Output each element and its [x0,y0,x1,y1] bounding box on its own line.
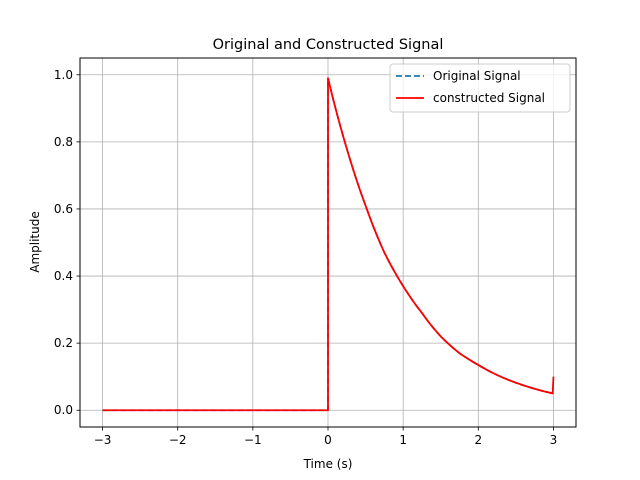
y-tick-label: 0.0 [54,403,73,417]
legend: Original Signal constructed Signal [389,63,571,113]
y-axis-title: Amplitude [28,211,42,273]
x-tick-label: −3 [94,433,112,447]
legend-label-original: Original Signal [433,69,521,83]
y-tick-label: 0.6 [54,202,73,216]
y-tick-label: 0.8 [54,135,73,149]
x-tick-label: −2 [169,433,187,447]
x-axis-title: Time (s) [303,457,353,471]
chart-title: Original and Constructed Signal [213,37,444,53]
legend-box [389,63,571,113]
y-tick-label: 1.0 [54,68,73,82]
legend-label-constructed: constructed Signal [433,91,545,105]
y-tick-label: 0.2 [54,336,73,350]
series-lines [102,77,555,412]
x-tick-label: 3 [550,433,558,447]
x-tick-label: 2 [474,433,482,447]
ticks: −3 −2 −1 0 1 2 3 0.0 0.2 0.4 0.6 0.8 1.0 [54,68,557,447]
x-tick-label: 1 [399,433,407,447]
x-tick-label: 0 [324,433,332,447]
y-tick-label: 0.4 [54,269,73,283]
x-tick-label: −1 [244,433,262,447]
series-constructed-signal [102,77,555,412]
